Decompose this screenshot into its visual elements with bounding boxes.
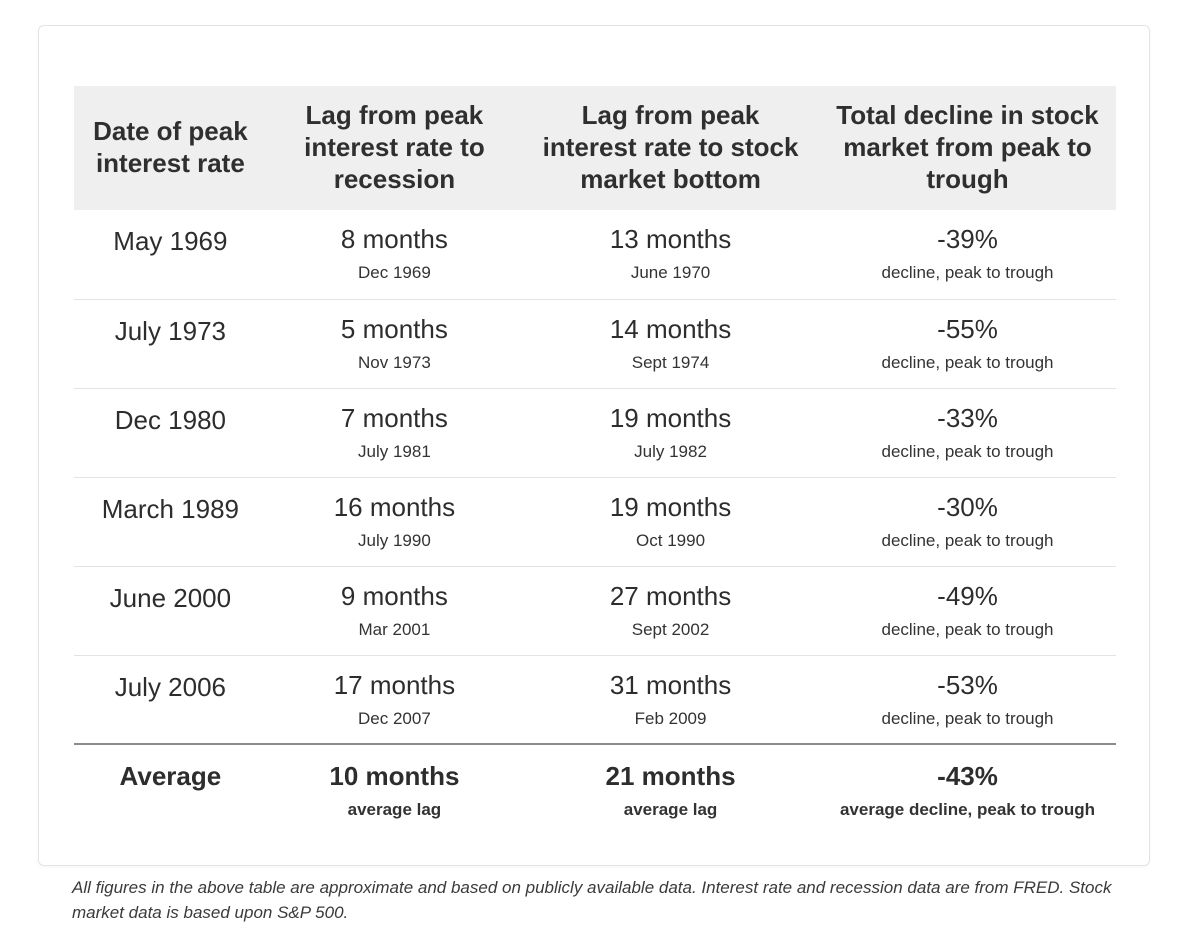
date-cell: May 1969	[113, 226, 228, 256]
lag-bottom-cell: 19 months July 1982	[522, 388, 819, 477]
lag-bottom-value: 13 months	[609, 224, 732, 254]
average-lag-recession-note: average lag	[347, 800, 442, 820]
table-card: Date of peak interest rate Lag from peak…	[38, 25, 1150, 866]
lag-recession-note: Mar 2001	[358, 619, 431, 639]
decline-note: decline, peak to trough	[881, 441, 1054, 461]
lag-bottom-value: 19 months	[609, 402, 732, 433]
interest-rate-table: Date of peak interest rate Lag from peak…	[74, 86, 1116, 854]
decline-cell: -49% decline, peak to trough	[819, 566, 1116, 655]
lag-recession-cell: 7 months July 1981	[267, 388, 522, 477]
date-cell: June 2000	[109, 582, 232, 613]
table-row: May 1969 8 months Dec 1969 13 months Jun…	[74, 210, 1116, 299]
lag-recession-note: Dec 2007	[358, 708, 431, 728]
lag-bottom-cell: 31 months Feb 2009	[522, 655, 819, 744]
table-row: March 1989 16 months July 1990 19 months…	[74, 477, 1116, 566]
date-cell: July 1973	[114, 315, 227, 346]
lag-recession-value: 5 months	[340, 313, 448, 344]
lag-recession-cell: 17 months Dec 2007	[267, 655, 522, 744]
lag-recession-note: Nov 1973	[358, 352, 431, 372]
decline-note: decline, peak to trough	[881, 530, 1054, 550]
lag-bottom-note: Oct 1990	[636, 530, 706, 550]
table-row: July 2006 17 months Dec 2007 31 months F…	[74, 655, 1116, 744]
lag-bottom-cell: 27 months Sept 2002	[522, 566, 819, 655]
decline-note: decline, peak to trough	[881, 708, 1054, 728]
lag-bottom-cell: 19 months Oct 1990	[522, 477, 819, 566]
average-lag-recession-value: 10 months	[329, 761, 460, 791]
lag-recession-cell: 5 months Nov 1973	[267, 299, 522, 388]
lag-bottom-note: Feb 2009	[634, 708, 707, 728]
average-label: Average	[119, 761, 222, 791]
decline-cell: -53% decline, peak to trough	[819, 655, 1116, 744]
decline-note: decline, peak to trough	[881, 352, 1054, 372]
lag-recession-cell: 9 months Mar 2001	[267, 566, 522, 655]
header-lag-to-recession: Lag from peak interest rate to recession	[266, 86, 523, 210]
lag-bottom-value: 27 months	[609, 580, 732, 611]
date-cell: July 2006	[114, 671, 227, 702]
lag-bottom-note: Sept 1974	[631, 352, 710, 372]
decline-value: -53%	[937, 669, 998, 700]
lag-bottom-note: Sept 2002	[631, 619, 710, 639]
lag-bottom-value: 19 months	[609, 491, 732, 522]
decline-note: decline, peak to trough	[881, 263, 1054, 283]
date-cell: Dec 1980	[114, 404, 227, 435]
average-lag-bottom-cell: 21 months average lag	[522, 744, 819, 854]
date-cell: March 1989	[101, 493, 240, 524]
decline-cell: -30% decline, peak to trough	[819, 477, 1116, 566]
decline-value: -55%	[937, 313, 998, 344]
lag-bottom-note: July 1982	[634, 441, 707, 461]
lag-recession-value: 8 months	[340, 224, 448, 254]
lag-recession-cell: 8 months Dec 1969	[267, 210, 522, 299]
decline-cell: -33% decline, peak to trough	[819, 388, 1116, 477]
table-row: June 2000 9 months Mar 2001 27 months Se…	[74, 566, 1116, 655]
average-decline-value: -43%	[937, 761, 998, 791]
table-row: Dec 1980 7 months July 1981 19 months Ju…	[74, 388, 1116, 477]
footnote: All figures in the above table are appro…	[72, 878, 1112, 922]
lag-recession-value: 9 months	[340, 580, 448, 611]
decline-cell: -39% decline, peak to trough	[819, 210, 1116, 299]
average-decline-cell: -43% average decline, peak to trough	[819, 744, 1116, 854]
header-lag-to-market-bottom: Lag from peak interest rate to stock mar…	[522, 86, 820, 210]
lag-recession-value: 7 months	[340, 402, 448, 433]
header-date-of-peak: Date of peak interest rate	[74, 86, 267, 210]
lag-bottom-cell: 14 months Sept 1974	[522, 299, 819, 388]
header-row: Date of peak interest rate Lag from peak…	[74, 86, 1116, 210]
lag-recession-value: 17 months	[333, 669, 456, 700]
average-lag-bottom-note: average lag	[623, 800, 718, 820]
lag-recession-value: 16 months	[333, 491, 456, 522]
table-row: July 1973 5 months Nov 1973 14 months Se…	[74, 299, 1116, 388]
lag-bottom-note: June 1970	[630, 263, 711, 283]
lag-bottom-value: 31 months	[609, 669, 732, 700]
decline-note: decline, peak to trough	[881, 619, 1054, 639]
lag-recession-note: July 1990	[358, 530, 431, 550]
average-lag-recession-cell: 10 months average lag	[267, 744, 522, 854]
lag-bottom-cell: 13 months June 1970	[522, 210, 819, 299]
lag-recession-cell: 16 months July 1990	[267, 477, 522, 566]
decline-value: -39%	[937, 224, 998, 254]
average-row: Average 10 months average lag 21 months …	[74, 744, 1116, 854]
average-decline-note: average decline, peak to trough	[839, 800, 1096, 820]
average-lag-bottom-value: 21 months	[605, 761, 736, 791]
lag-recession-note: July 1981	[358, 441, 431, 461]
decline-cell: -55% decline, peak to trough	[819, 299, 1116, 388]
decline-value: -49%	[937, 580, 998, 611]
lag-bottom-value: 14 months	[609, 313, 732, 344]
lag-recession-note: Dec 1969	[358, 263, 431, 283]
header-total-decline: Total decline in stock market from peak …	[819, 86, 1116, 210]
decline-value: -30%	[937, 491, 998, 522]
decline-value: -33%	[937, 402, 998, 433]
